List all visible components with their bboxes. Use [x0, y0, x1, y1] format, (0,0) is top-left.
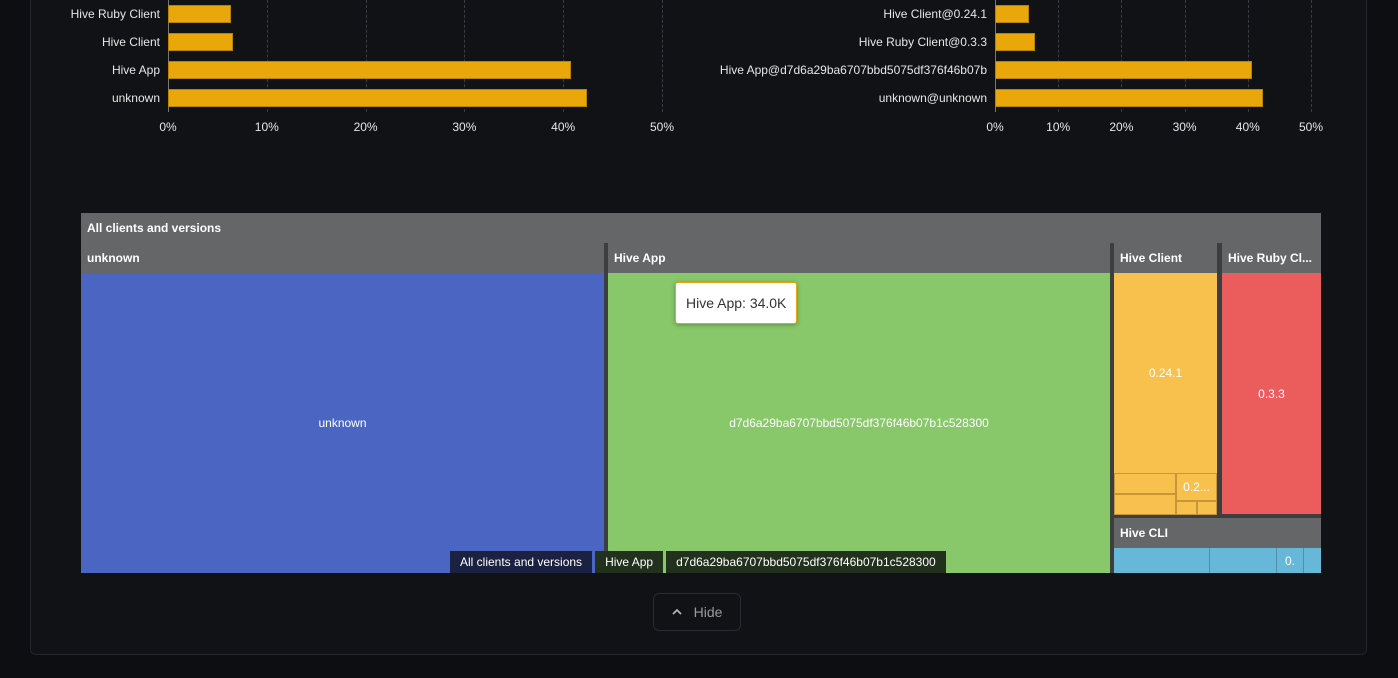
cell-hive-ruby-0-3-3[interactable]: 0.3.3 [1222, 273, 1321, 514]
cell-unknown[interactable]: unknown [81, 273, 604, 573]
bar[interactable] [995, 5, 1030, 23]
hide-label: Hide [693, 604, 723, 620]
category-label: unknown [111, 91, 160, 105]
breadcrumb-version[interactable]: d7d6a29ba6707bbd5075df376f46b07b1c528300 [666, 551, 946, 573]
gridline [464, 0, 466, 112]
gridline [563, 0, 565, 112]
x-tick-label: 10% [254, 120, 279, 134]
bar[interactable] [995, 89, 1263, 107]
clients-bar-chart: 0% 10% 20% 30% 40% 50% Hive Ruby Client Hive Cl… [0, 0, 700, 140]
x-tick-label: 40% [551, 120, 576, 134]
x-tick-label: 30% [1172, 120, 1197, 134]
cell-hive-cli[interactable] [1304, 548, 1321, 573]
group-hive-ruby-client-header[interactable]: Hive Ruby Cl... [1222, 243, 1321, 273]
cell-hive-client-small[interactable] [1114, 494, 1176, 515]
cell-hive-client-small[interactable] [1114, 473, 1176, 494]
category-label: Hive Client@0.24.1 [883, 7, 987, 21]
x-tick-label: 0% [986, 120, 1004, 134]
group-hive-app-header[interactable]: Hive App [608, 243, 1110, 273]
y-axis [995, 0, 996, 112]
x-tick-label: 20% [1109, 120, 1134, 134]
category-label: unknown@unknown [878, 91, 987, 105]
category-label: Hive App [111, 63, 160, 77]
treemap-root-header[interactable]: All clients and versions [81, 213, 1321, 243]
x-tick-label: 20% [353, 120, 378, 134]
cell-hive-cli[interactable] [1210, 548, 1277, 573]
group-hive-client-header[interactable]: Hive Client [1114, 243, 1217, 273]
x-tick-label: 40% [1235, 120, 1260, 134]
breadcrumb-hive-app[interactable]: Hive App [595, 551, 667, 573]
breadcrumb-root[interactable]: All clients and versions [450, 551, 596, 573]
bar[interactable] [995, 33, 1035, 51]
gridline [365, 0, 367, 112]
category-label: Hive Ruby Client@0.3.3 [858, 35, 987, 49]
bar[interactable] [168, 33, 234, 51]
cell-hive-cli[interactable]: 0. [1277, 548, 1304, 573]
gridline [266, 0, 268, 112]
treemap-tooltip: Hive App: 34.0K [675, 282, 798, 324]
bar[interactable] [168, 5, 232, 23]
cell-hive-client-0-24-1[interactable]: 0.24.1 [1114, 273, 1217, 473]
gridline [1121, 0, 1123, 112]
bar[interactable] [168, 89, 587, 107]
treemap: All clients and versions unknown unknown… [81, 213, 1321, 573]
bar[interactable] [168, 61, 572, 79]
gridline [1184, 0, 1186, 112]
x-tick-label: 50% [649, 120, 675, 134]
gridline [662, 0, 663, 112]
cell-hive-client-small[interactable] [1176, 501, 1197, 515]
group-hive-cli-header[interactable]: Hive CLI [1114, 518, 1321, 548]
x-tick-label: 30% [452, 120, 477, 134]
hide-button[interactable]: Hide [653, 593, 741, 631]
x-tick-label: 50% [1298, 120, 1324, 134]
x-tick-label: 0% [159, 120, 177, 134]
versions-bar-chart: 0% 10% 20% 30% 40% 50% Hive Client@0.24.1 Hive … [0, 0, 1398, 140]
gridline [1058, 0, 1060, 112]
category-label: Hive App@d7d6a29ba6707bbd5075df376f46b07… [719, 63, 987, 77]
cell-hive-client-small[interactable] [1197, 501, 1217, 515]
cell-hive-client-0-2[interactable]: 0.2... [1176, 473, 1217, 501]
y-axis [168, 0, 169, 112]
group-unknown-header[interactable]: unknown [81, 243, 604, 273]
chevron-up-icon [672, 608, 682, 615]
cell-hive-cli[interactable] [1114, 548, 1210, 573]
category-label: Hive Ruby Client [70, 7, 160, 21]
x-tick-label: 10% [1046, 120, 1071, 134]
gridline [1247, 0, 1249, 112]
bar[interactable] [995, 61, 1253, 79]
category-label: Hive Client [101, 35, 160, 49]
gridline [1311, 0, 1312, 112]
breadcrumb: All clients and versions Hive App d7d6a2… [450, 551, 946, 573]
